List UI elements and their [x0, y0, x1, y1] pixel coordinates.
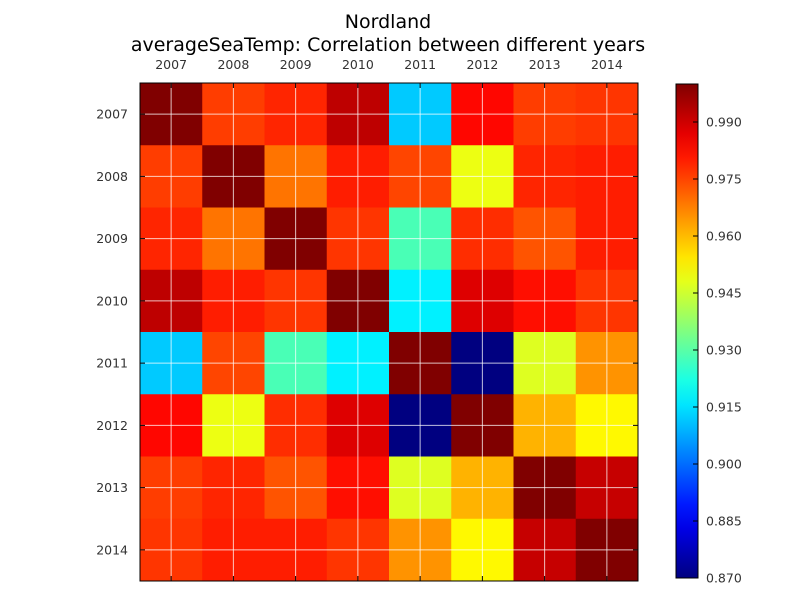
chart-subtitle: averageSeaTemp: Correlation between diff… [131, 34, 645, 56]
colorbar-tick-label: 0.930 [706, 343, 742, 358]
x-tick-label: 2007 [155, 57, 187, 72]
colorbar-tick-label: 0.960 [706, 229, 742, 244]
y-tick-label: 2009 [96, 231, 128, 246]
y-tick-label: 2011 [96, 356, 128, 371]
colorbar-tick-label: 0.870 [706, 571, 742, 586]
y-tick-label: 2008 [96, 169, 128, 184]
y-tick-label: 2007 [96, 107, 128, 122]
colorbar-tick-label: 0.975 [706, 172, 742, 187]
plot-frame [139, 82, 639, 582]
x-tick-label: 2014 [591, 57, 623, 72]
colorbar-frame [675, 83, 699, 579]
y-tick-label: 2014 [96, 542, 128, 557]
x-tick-label: 2008 [217, 57, 249, 72]
colorbar-tick-label: 0.885 [706, 514, 742, 529]
colorbar: 0.870 0.885 0.900 0.915 0.930 0.945 0.960 0.975… [675, 83, 742, 586]
y-tick-label: 2013 [96, 480, 128, 495]
y-axis-ticks: 2007 2008 2009 2010 2011 2012 2013 2014 [96, 107, 638, 557]
x-tick-label: 2012 [466, 57, 498, 72]
y-tick-label: 2012 [96, 418, 128, 433]
x-tick-label: 2013 [529, 57, 561, 72]
chart-title: Nordland [345, 11, 431, 33]
x-tick-label: 2011 [404, 57, 436, 72]
x-axis-ticks: 2007 2008 2009 2010 2011 2012 2013 2014 [155, 57, 623, 581]
heatmap-cells [140, 83, 639, 582]
colorbar-tick-label: 0.915 [706, 400, 742, 415]
x-tick-label: 2010 [342, 57, 374, 72]
colorbar-gradient [676, 84, 698, 578]
y-tick-label: 2010 [96, 293, 128, 308]
x-tick-label: 2009 [280, 57, 312, 72]
colorbar-tick-label: 0.900 [706, 457, 742, 472]
colorbar-tick-label: 0.945 [706, 286, 742, 301]
colorbar-tick-label: 0.990 [706, 115, 742, 130]
heatmap-grid [140, 83, 638, 581]
